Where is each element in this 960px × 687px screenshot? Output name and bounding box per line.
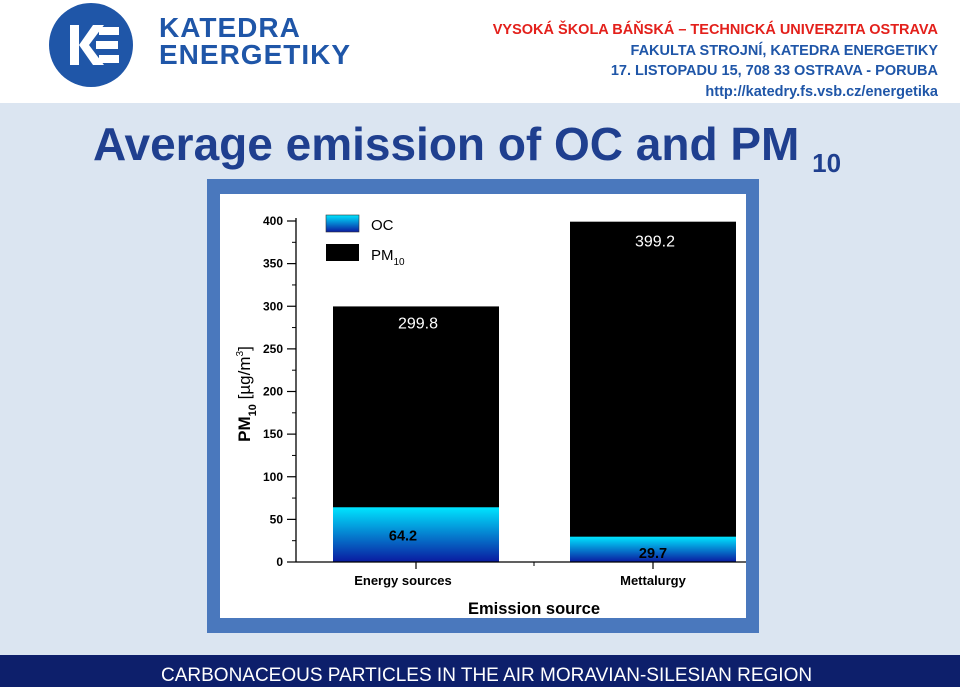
faculty-name: FAKULTA STROJNÍ, KATEDRA ENERGETIKY xyxy=(630,42,938,59)
footer-bar: CARBONACEOUS PARTICLES IN THE AIR MORAVI… xyxy=(0,655,960,687)
emission-chart: 299.8 399.2 64.2 29.7 0 50 100 150 200 250 300 350 4… xyxy=(235,214,746,618)
logo-line-2: ENERGETIKY xyxy=(159,39,352,70)
y-tick-label: 50 xyxy=(270,512,284,526)
oc-bar xyxy=(333,507,499,562)
university-name: VYSOKÁ ŠKOLA BÁŇSKÁ – TECHNICKÁ UNIVERZI… xyxy=(492,22,938,38)
y-tick-label: 350 xyxy=(263,257,283,271)
y-tick-label: 250 xyxy=(263,342,283,356)
y-axis-title: PM10 [µg/m3] xyxy=(235,346,259,442)
chart-frame: 299.8 399.2 64.2 29.7 0 50 100 150 200 250 300 350 4… xyxy=(207,179,759,633)
y-tick-label: 100 xyxy=(263,470,283,484)
legend-pm-text: PM xyxy=(371,247,394,264)
katedra-logo-icon xyxy=(49,3,133,87)
y-tick-label: 200 xyxy=(263,385,283,399)
pm10-data-label: 299.8 xyxy=(398,315,438,332)
y-title-unit: [µg/m xyxy=(235,356,254,404)
y-tick-label: 400 xyxy=(263,214,283,228)
legend-swatch-oc xyxy=(325,214,360,233)
y-title-subscript: 10 xyxy=(247,404,259,416)
slide-title-subscript: 10 xyxy=(812,148,842,178)
slide-title: Average emission of OC and PM 10 xyxy=(93,117,841,179)
legend-label-pm10: PM10 xyxy=(371,247,405,268)
website-link[interactable]: http://katedry.fs.vsb.cz/energetika xyxy=(705,83,938,100)
y-tick-label: 0 xyxy=(276,555,283,569)
x-tick-label: Mettalurgy xyxy=(620,573,687,588)
oc-data-label: 29.7 xyxy=(639,546,667,562)
y-title-superscript: 3 xyxy=(235,350,246,356)
legend-pm-subscript: 10 xyxy=(394,257,406,268)
oc-data-label: 64.2 xyxy=(389,528,417,544)
header-bar: KATEDRA ENERGETIKY VYSOKÁ ŠKOLA BÁŇSKÁ –… xyxy=(0,0,960,103)
logo-wordmark: KATEDRA ENERGETIKY xyxy=(159,12,352,70)
y-title-main: PM xyxy=(235,416,254,442)
x-axis-title: Emission source xyxy=(468,600,600,618)
logo-line-1: KATEDRA xyxy=(159,12,301,43)
pm10-data-label: 399.2 xyxy=(635,234,675,251)
oc-bar xyxy=(570,536,736,562)
legend-swatch-pm10 xyxy=(326,244,359,261)
institution-address: VYSOKÁ ŠKOLA BÁŇSKÁ – TECHNICKÁ UNIVERZI… xyxy=(493,20,938,102)
legend-label-oc: OC xyxy=(371,217,394,234)
footer-text: CARBONACEOUS PARTICLES IN THE AIR MORAVI… xyxy=(161,665,813,686)
x-tick-label: Energy sources xyxy=(354,573,452,588)
chart-panel: 299.8 399.2 64.2 29.7 0 50 100 150 200 250 300 350 4… xyxy=(220,194,746,618)
pm10-bar xyxy=(570,221,736,562)
y-tick-label: 300 xyxy=(263,299,283,313)
y-tick-label: 150 xyxy=(263,427,283,441)
y-title-close: ] xyxy=(235,346,254,351)
slide-title-main: Average emission of OC and PM xyxy=(93,118,800,170)
street-address: 17. LISTOPADU 15, 708 33 OSTRAVA - PORUB… xyxy=(610,63,938,79)
